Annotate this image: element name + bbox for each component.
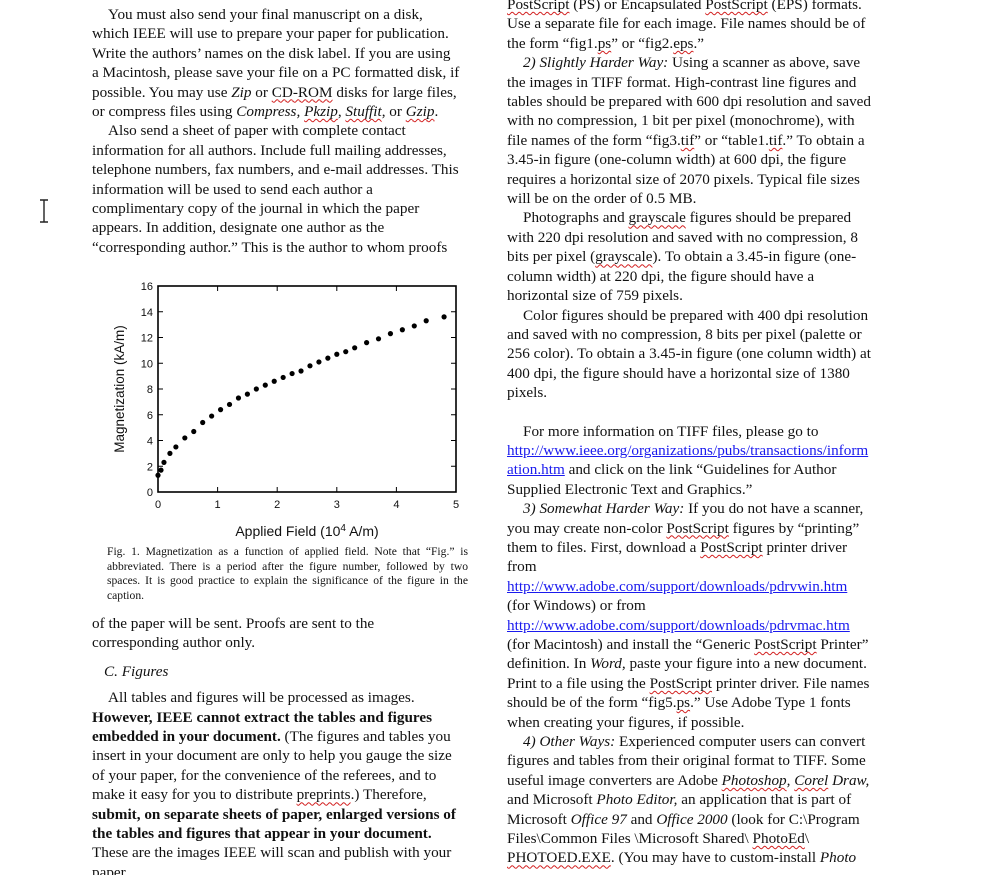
mac-driver-link[interactable]: http://www.adobe.com/support/downloads/p… [507, 616, 850, 634]
data-point [423, 318, 429, 324]
y-tick-label: 6 [147, 410, 153, 422]
data-point [387, 331, 394, 337]
y-tick-label: 2 [147, 461, 153, 473]
data-point [441, 314, 447, 320]
data-point [244, 391, 250, 397]
data-point [182, 435, 188, 441]
x-tick-label: 0 [155, 499, 161, 511]
windows-driver-link[interactable]: http://www.adobe.com/support/downloads/p… [507, 577, 848, 595]
plot-frame [157, 285, 457, 493]
y-tick-label: 14 [141, 307, 153, 319]
data-point [253, 386, 259, 392]
paragraph-ps-formats: PostScript (PS) or Encapsulated PostScri… [507, 0, 866, 52]
y-tick-label: 16 [141, 281, 153, 293]
data-point [217, 407, 224, 413]
data-point [399, 327, 405, 333]
data-point [262, 382, 268, 388]
x-tick-label: 2 [274, 499, 280, 511]
left-column-top: You must also send your final manuscript… [92, 5, 484, 257]
data-point [226, 401, 233, 408]
data-point [173, 444, 179, 450]
y-tick-label: 10 [141, 358, 153, 370]
data-point [289, 370, 295, 377]
paragraph-grayscale: Photographs and grayscale figures should… [507, 209, 858, 305]
paragraph-tiff-info: For more information on TIFF files, plea… [507, 422, 869, 498]
data-point [161, 459, 167, 465]
data-point [200, 419, 206, 426]
x-tick-label: 4 [393, 499, 399, 511]
paragraph-figures: All tables and figures will be processed… [92, 689, 456, 875]
y-axis-label: Magnetization (kA/m) [112, 325, 127, 453]
paragraph-proofs: of the paper will be sent. Proofs are se… [92, 615, 375, 652]
x-tick-label: 1 [215, 499, 221, 511]
data-point [334, 351, 340, 357]
data-point [298, 368, 304, 374]
tiff-guidelines-link[interactable]: http://www.ieee.org/organizations/pubs/t… [507, 441, 869, 479]
data-point [307, 363, 313, 369]
figure-caption: Fig. 1. Magnetization as a function of a… [107, 545, 468, 602]
x-axis-label: Applied Field (104 A/m) [235, 523, 378, 539]
data-point [167, 450, 173, 456]
paragraph-color: Color figures should be prepared with 40… [507, 306, 871, 402]
data-point [191, 428, 197, 435]
data-point [325, 355, 331, 361]
data-point [375, 336, 382, 342]
text-cursor-icon [40, 199, 48, 223]
paragraph-disk: You must also send your final manuscript… [92, 6, 460, 121]
left-column-bottom: of the paper will be sent. Proofs are se… [92, 614, 484, 875]
paragraph-contact: Also send a sheet of paper with complete… [92, 122, 459, 256]
data-point [271, 378, 277, 384]
right-column: PostScript (PS) or Encapsulated PostScri… [507, 0, 899, 868]
data-point [343, 349, 349, 355]
data-point [411, 323, 417, 329]
y-tick-label: 12 [141, 333, 153, 345]
data-point [209, 413, 215, 419]
section-heading-figures: C. Figures [104, 662, 169, 680]
data-point [364, 340, 370, 346]
y-tick-label: 4 [147, 436, 153, 448]
y-tick-label: 8 [147, 384, 153, 396]
y-tick-label: 0 [147, 487, 153, 499]
data-point [155, 472, 161, 478]
data-point [158, 467, 164, 473]
data-point [280, 374, 286, 381]
data-point [316, 359, 322, 365]
paragraph-somewhat-harder: 3) Somewhat Harder Way: If you do not ha… [507, 500, 870, 731]
data-point [352, 345, 358, 351]
paragraph-slightly-harder: 2) Slightly Harder Way: Using a scanner … [507, 54, 871, 208]
data-point [235, 395, 242, 401]
paragraph-other-ways: 4) Other Ways: Experienced computer user… [507, 733, 870, 867]
x-tick-label: 3 [334, 499, 340, 511]
x-tick-label: 5 [453, 499, 459, 511]
